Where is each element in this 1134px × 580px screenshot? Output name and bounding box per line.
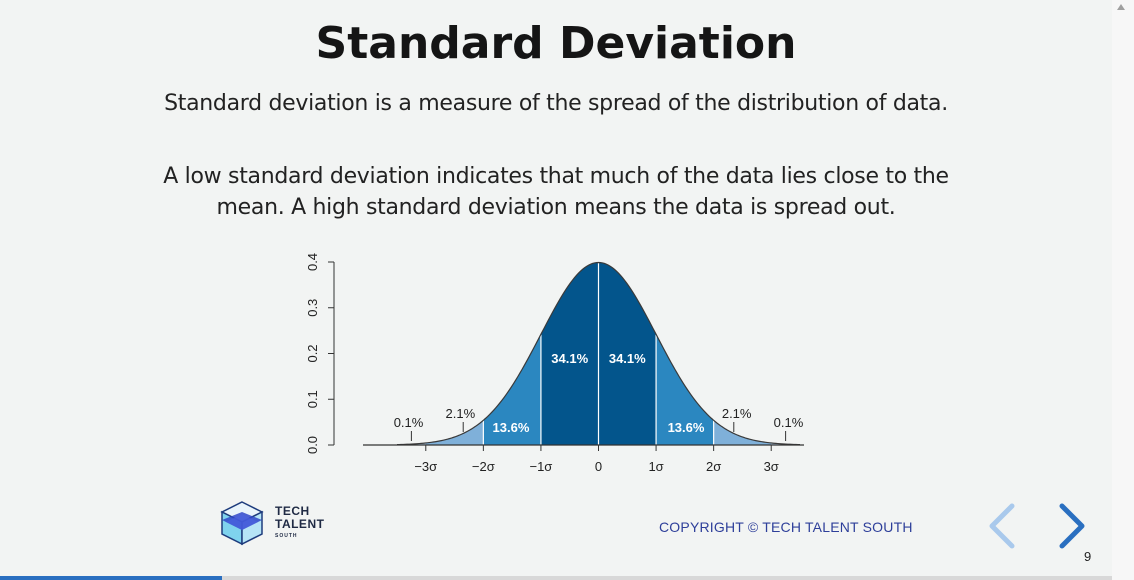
copyright-text: COPYRIGHT © TECH TALENT SOUTH (659, 519, 913, 535)
region-label: 34.1% (551, 351, 588, 366)
explanation-paragraph: A low standard deviation indicates that … (150, 161, 962, 223)
x-tick-label: 3σ (764, 459, 779, 474)
intro-paragraph: Standard deviation is a measure of the s… (164, 91, 948, 116)
next-slide-button[interactable] (1048, 500, 1094, 552)
previous-slide-button[interactable] (980, 500, 1026, 552)
cube-logo-icon (220, 501, 264, 546)
chevron-left-icon (989, 503, 1015, 549)
region-label: 0.1% (774, 415, 804, 430)
x-tick-label: −1σ (529, 459, 552, 474)
x-tick-label: 0 (595, 459, 602, 474)
scroll-up-arrow-icon[interactable] (1117, 4, 1125, 10)
region-label: 2.1% (722, 406, 752, 421)
region-label: 13.6% (668, 420, 705, 435)
region-label: 0.1% (394, 415, 424, 430)
y-tick-label: 0.2 (305, 344, 320, 362)
vertical-scrollbar[interactable] (1112, 0, 1134, 580)
progress-bar-fill (0, 576, 223, 580)
x-tick-label: 2σ (706, 459, 721, 474)
x-tick-label: −2σ (472, 459, 495, 474)
y-tick-label: 0.3 (305, 299, 320, 317)
density-curve (396, 261, 801, 446)
logo-text-talent: TALENT (275, 517, 325, 531)
region-1 (425, 420, 484, 445)
page-number: 9 (1084, 549, 1092, 564)
region-6 (713, 420, 772, 445)
explanation-line-2: mean. A high standard deviation means th… (216, 195, 896, 220)
logo-text-tech: TECH (275, 504, 310, 518)
region-label: 34.1% (609, 351, 646, 366)
y-tick-label: 0.0 (305, 436, 320, 454)
progress-bar (0, 576, 1112, 580)
region-label: 2.1% (446, 406, 476, 421)
company-logo: TECH TALENT SOUTH (218, 500, 338, 546)
y-tick-label: 0.1 (305, 390, 320, 408)
y-tick-label: 0.4 (305, 253, 320, 271)
region-label: 13.6% (493, 420, 530, 435)
normal-distribution-chart: 0.0 0.1 0.2 0.3 0.4 −3σ −2σ −1σ 0 1σ 2σ 3σ 0.1% 2.1% 1… (305, 253, 804, 474)
logo-text-south: SOUTH (275, 533, 298, 539)
explanation-line-1: A low standard deviation indicates that … (163, 164, 949, 189)
x-tick-label: 1σ (648, 459, 663, 474)
chevron-right-icon (1059, 503, 1085, 549)
x-tick-label: −3σ (414, 459, 437, 474)
slide-title: Standard Deviation (315, 18, 797, 69)
